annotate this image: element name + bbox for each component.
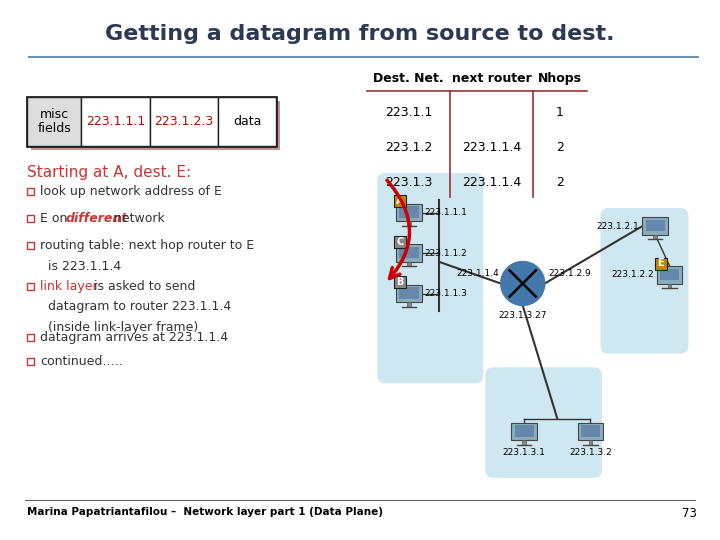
FancyBboxPatch shape	[400, 206, 418, 218]
Text: B: B	[397, 278, 404, 287]
Text: 1: 1	[556, 106, 564, 119]
FancyBboxPatch shape	[657, 266, 683, 284]
Text: 223.1.1.3: 223.1.1.3	[425, 289, 467, 298]
FancyBboxPatch shape	[408, 221, 410, 226]
Text: routing table: next hop router to E: routing table: next hop router to E	[40, 239, 254, 252]
Text: datagram to router 223.1.1.4: datagram to router 223.1.1.4	[48, 300, 231, 313]
FancyBboxPatch shape	[654, 235, 657, 239]
FancyBboxPatch shape	[600, 208, 688, 354]
Text: C: C	[397, 237, 404, 247]
Text: E on: E on	[40, 212, 72, 225]
FancyBboxPatch shape	[394, 195, 406, 207]
Text: 223.1.3.1: 223.1.3.1	[503, 448, 546, 457]
FancyBboxPatch shape	[27, 359, 35, 365]
Text: E: E	[657, 259, 664, 268]
Text: link layer: link layer	[40, 280, 98, 293]
FancyBboxPatch shape	[581, 425, 600, 436]
Text: data: data	[233, 115, 261, 128]
FancyBboxPatch shape	[394, 276, 406, 288]
Text: is asked to send: is asked to send	[90, 280, 195, 293]
Text: Dest. Net.: Dest. Net.	[373, 72, 444, 85]
FancyBboxPatch shape	[150, 97, 218, 146]
FancyBboxPatch shape	[81, 97, 150, 146]
FancyBboxPatch shape	[32, 101, 280, 150]
FancyBboxPatch shape	[400, 247, 418, 258]
Text: 223.1.2: 223.1.2	[385, 141, 432, 154]
Text: datagram arrives at 223.1.1.4: datagram arrives at 223.1.1.4	[40, 331, 228, 344]
FancyBboxPatch shape	[660, 268, 679, 280]
Text: 223.1.1.4: 223.1.1.4	[456, 269, 499, 278]
Text: 223.1.3: 223.1.3	[385, 176, 432, 189]
Text: 223.1.1.2: 223.1.1.2	[425, 248, 467, 258]
FancyBboxPatch shape	[27, 215, 35, 222]
FancyBboxPatch shape	[218, 97, 276, 146]
Text: 2: 2	[556, 141, 564, 154]
FancyBboxPatch shape	[27, 97, 81, 146]
Text: (inside link-layer frame): (inside link-layer frame)	[48, 321, 198, 334]
Text: A: A	[397, 197, 404, 206]
FancyBboxPatch shape	[577, 422, 603, 440]
Text: look up network address of E: look up network address of E	[40, 185, 222, 198]
FancyBboxPatch shape	[27, 242, 35, 249]
FancyBboxPatch shape	[408, 302, 410, 307]
Text: 223.1.2.3: 223.1.2.3	[154, 115, 214, 128]
Text: 223.1.1.1: 223.1.1.1	[425, 208, 467, 217]
FancyBboxPatch shape	[511, 422, 537, 440]
FancyBboxPatch shape	[27, 188, 35, 195]
Text: next router: next router	[451, 72, 531, 85]
Text: different: different	[65, 212, 127, 225]
FancyBboxPatch shape	[377, 173, 483, 383]
Text: 223.1.1.4: 223.1.1.4	[462, 141, 521, 154]
Text: Getting a datagram from source to dest.: Getting a datagram from source to dest.	[105, 24, 615, 44]
Text: 223.1.1.1: 223.1.1.1	[86, 115, 145, 128]
FancyBboxPatch shape	[523, 440, 526, 444]
Text: 223.1.2.1: 223.1.2.1	[597, 221, 639, 231]
FancyBboxPatch shape	[642, 217, 668, 235]
Text: Nhops: Nhops	[538, 72, 582, 85]
FancyBboxPatch shape	[27, 283, 35, 289]
FancyBboxPatch shape	[589, 440, 592, 444]
Text: 73: 73	[682, 507, 697, 519]
FancyBboxPatch shape	[668, 284, 671, 288]
FancyBboxPatch shape	[396, 204, 422, 221]
FancyBboxPatch shape	[27, 97, 276, 146]
FancyBboxPatch shape	[396, 244, 422, 262]
Text: network: network	[109, 212, 164, 225]
FancyBboxPatch shape	[485, 367, 602, 478]
Text: 223.1.1.4: 223.1.1.4	[462, 176, 521, 189]
FancyBboxPatch shape	[654, 258, 667, 269]
Text: 2: 2	[556, 176, 564, 189]
FancyBboxPatch shape	[400, 287, 418, 299]
Text: 223.1.2.9: 223.1.2.9	[549, 269, 591, 278]
FancyBboxPatch shape	[394, 236, 406, 248]
FancyBboxPatch shape	[396, 285, 422, 302]
Text: continued…..: continued…..	[40, 355, 123, 368]
Text: is 223.1.1.4: is 223.1.1.4	[48, 260, 121, 273]
Text: 223.1.1: 223.1.1	[385, 106, 432, 119]
FancyBboxPatch shape	[515, 425, 534, 436]
FancyBboxPatch shape	[408, 262, 410, 266]
FancyBboxPatch shape	[646, 220, 665, 231]
Text: Marina Papatriantafilou –  Network layer part 1 (Data Plane): Marina Papatriantafilou – Network layer …	[27, 507, 383, 517]
Text: 223.1.2.2: 223.1.2.2	[611, 270, 654, 279]
Text: 223.1.3.27: 223.1.3.27	[498, 312, 547, 321]
Text: misc
fields: misc fields	[37, 107, 71, 136]
Text: Starting at A, dest. E:: Starting at A, dest. E:	[27, 165, 192, 180]
Circle shape	[500, 261, 545, 306]
FancyArrowPatch shape	[387, 180, 410, 279]
Text: 223.1.3.2: 223.1.3.2	[569, 448, 612, 457]
FancyBboxPatch shape	[27, 334, 35, 341]
